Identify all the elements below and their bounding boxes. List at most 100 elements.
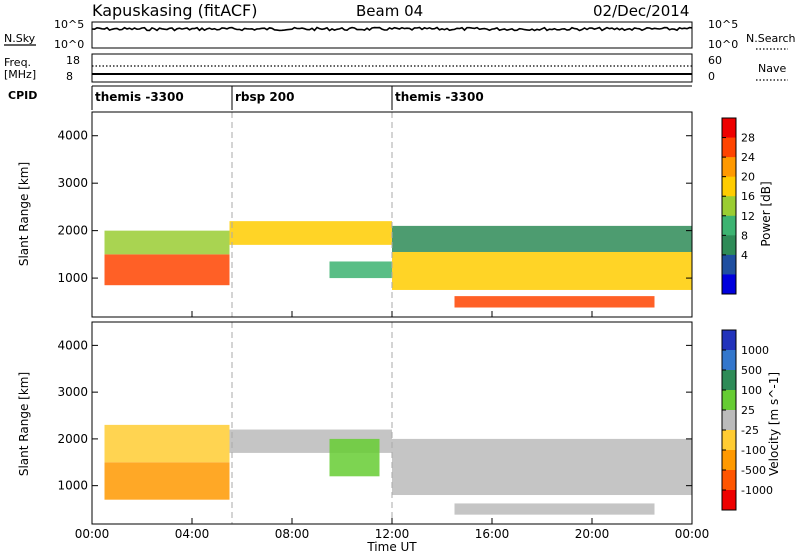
velocity-colorbar-tick-label: 25 [741, 404, 755, 417]
nave-right-tick-top: 60 [708, 54, 722, 67]
velocity-colorbar-tick-label: 500 [741, 364, 762, 377]
nsearch-label: N.Search [746, 32, 796, 45]
power-ylabel: Slant Range [km] [17, 162, 31, 266]
velocity-ylabel: Slant Range [km] [17, 372, 31, 476]
beam-title: Beam 04 [356, 2, 423, 20]
power-cbar-label: Power [dB] [759, 181, 773, 246]
x-axis: 00:00 04:00 08:00 12:00 16:00 20:00 00:00 [75, 527, 710, 541]
freq-panel-frame [91, 53, 693, 83]
power-data-region [229, 221, 392, 245]
power-colorbar-swatch [722, 235, 736, 256]
velocity-colorbar-swatch [722, 490, 736, 511]
power-colorbar-tick-label: 20 [741, 171, 755, 184]
velocity-panel: 1000 2000 3000 4000 Slant Range [km] [17, 321, 693, 525]
velocity-data-regions [104, 424, 692, 515]
velocity-colorbar-frame [721, 329, 737, 511]
power-colorbar-swatch [722, 176, 736, 197]
velocity-ytick-label: 4000 [57, 338, 88, 352]
power-data-regions [104, 221, 692, 308]
velocity-colorbar-swatch [722, 470, 736, 491]
velocity-ytick-label: 3000 [57, 385, 88, 399]
power-data-region [392, 251, 692, 290]
velocity-colorbar-swatch [722, 430, 736, 451]
power-panel: 1000 2000 3000 4000 Slant Range [km] [17, 111, 693, 318]
nsky-trace [91, 26, 693, 32]
velocity-data-region [329, 438, 380, 477]
nave-label: Nave [758, 62, 786, 75]
velocity-axes: 1000 2000 3000 4000 [57, 321, 693, 525]
velocity-colorbar-swatch [722, 450, 736, 471]
power-colorbar-swatch [722, 274, 736, 295]
velocity-colorbar-swatch [722, 330, 736, 351]
velocity-ytick-label: 2000 [57, 432, 88, 446]
nsky-label: N.Sky [4, 32, 36, 45]
power-colorbar-swatch [722, 157, 736, 178]
power-colorbar-frame [721, 117, 737, 295]
cpid-segment-label: themis -3300 [95, 90, 184, 104]
power-colorbar-tick-label: 16 [741, 190, 755, 203]
velocity-data-region [104, 462, 230, 500]
power-data-region [104, 254, 230, 286]
velocity-colorbar-tick-label: -100 [741, 444, 766, 457]
x-tick-label: 12:00 [375, 527, 410, 541]
cpid-segment-label: themis -3300 [395, 90, 484, 104]
power-axes: 1000 2000 3000 4000 [57, 111, 693, 318]
velocity-colorbar-swatch [722, 390, 736, 411]
power-data-region [104, 230, 230, 255]
station-title: Kapuskasing (fitACF) [92, 1, 257, 20]
power-data-region [392, 225, 692, 252]
velocity-data-region [454, 503, 655, 515]
x-tick-label: 08:00 [275, 527, 310, 541]
velocity-colorbar-tick-label: 1000 [741, 344, 769, 357]
velocity-data-region [104, 424, 230, 463]
nsky-right-tick-bottom: 10^0 [708, 38, 738, 51]
nsky-panel-frame [91, 21, 693, 49]
nave-right-tick-bottom: 0 [708, 70, 715, 83]
velocity-colorbar-swatch [722, 370, 736, 391]
velocity-colorbar: 1000 500 100 25 -25 -100 -500 -1000 [721, 329, 773, 511]
power-data-region [329, 261, 392, 279]
power-colorbar-tick-label: 4 [741, 249, 748, 262]
cpid-label: CPID [8, 89, 37, 102]
date-title: 02/Dec/2014 [593, 2, 689, 20]
nsky-left-tick-bottom: 10^0 [54, 38, 84, 51]
velocity-colorbar-swatch [722, 410, 736, 431]
x-axis-label: Time UT [366, 540, 417, 554]
x-tick-label: 16:00 [475, 527, 510, 541]
power-colorbar-swatch [722, 215, 736, 236]
freq-unit-label: [MHz] [4, 68, 36, 81]
power-colorbar-swatch [722, 196, 736, 217]
power-colorbar-tick-label: 28 [741, 132, 755, 145]
x-tick-label: 00:00 [675, 527, 710, 541]
velocity-colorbar-tick-label: -1000 [741, 484, 773, 497]
cpid-segments: themis -3300 rbsp 200 themis -3300 [91, 86, 484, 110]
velocity-ytick-label: 1000 [57, 479, 88, 493]
power-ytick-label: 1000 [57, 271, 88, 285]
velocity-colorbar-swatch [722, 350, 736, 371]
power-colorbar-swatch [722, 118, 736, 139]
velocity-colorbar-tick-label: -25 [741, 424, 759, 437]
power-colorbar-swatch [722, 254, 736, 275]
power-colorbar-tick-label: 12 [741, 210, 755, 223]
x-tick-label: 00:00 [75, 527, 110, 541]
x-tick-label: 04:00 [175, 527, 210, 541]
power-ytick-label: 2000 [57, 224, 88, 238]
power-colorbar-tick-label: 8 [741, 229, 748, 242]
nsky-right-tick-top: 10^5 [708, 18, 738, 31]
velocity-colorbar-tick-label: 100 [741, 384, 762, 397]
velocity-colorbar-tick-label: -500 [741, 464, 766, 477]
freq-left-tick-top: 18 [66, 54, 80, 67]
power-colorbar: 28 24 20 16 12 8 4 [721, 117, 755, 295]
velocity-data-region [392, 438, 692, 496]
cpid-segment-label: rbsp 200 [235, 90, 294, 104]
freq-left-tick-bottom: 8 [66, 70, 73, 83]
freq-label: Freq. [4, 56, 31, 69]
power-colorbar-swatch [722, 137, 736, 158]
power-ytick-label: 3000 [57, 176, 88, 190]
x-tick-label: 20:00 [575, 527, 610, 541]
nsky-left-tick-top: 10^5 [54, 18, 84, 31]
power-ytick-label: 4000 [57, 129, 88, 143]
power-colorbar-tick-label: 24 [741, 151, 755, 164]
power-data-region [454, 296, 655, 308]
